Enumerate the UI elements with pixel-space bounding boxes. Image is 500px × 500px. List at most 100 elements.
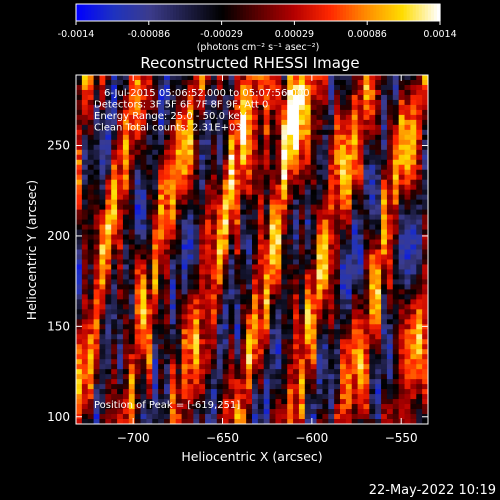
heatmap-cell (128, 249, 136, 255)
heatmap-cell (316, 214, 323, 221)
heatmap-cell (304, 94, 312, 101)
heatmap-cell (105, 144, 112, 151)
heatmap-cell (105, 254, 112, 260)
heatmap-cell (357, 339, 364, 345)
heatmap-cell (117, 119, 124, 126)
heatmap-cell (152, 204, 159, 211)
heatmap-cell (122, 249, 130, 255)
heatmap-cell (381, 244, 388, 250)
heatmap-cell (152, 134, 159, 141)
heatmap-cell (340, 209, 347, 216)
heatmap-cell (293, 339, 300, 345)
heatmap-cell (216, 124, 224, 131)
heatmap-cell (298, 254, 306, 260)
heatmap-cell (99, 334, 106, 340)
heatmap-cell (293, 139, 300, 146)
heatmap-cell (263, 174, 271, 181)
heatmap-cell (392, 104, 400, 111)
heatmap-cell (105, 324, 112, 330)
colorbar-segment (345, 4, 350, 21)
heatmap-cell (304, 119, 312, 126)
heatmap-cell (111, 234, 118, 241)
heatmap-cell (164, 134, 171, 141)
heatmap-cell (281, 119, 288, 126)
heatmap-cell (269, 114, 276, 121)
heatmap-cell (287, 254, 294, 260)
heatmap-cell (310, 219, 318, 226)
heatmap-cell (87, 284, 95, 290)
heatmap-cell (410, 79, 417, 86)
colorbar-tick-label: 0.00086 (348, 29, 387, 40)
heatmap-cell (105, 274, 112, 280)
colorbar-segment (336, 4, 341, 21)
heatmap-cell (381, 154, 388, 161)
heatmap-cell (293, 94, 300, 101)
heatmap-cell (340, 169, 347, 176)
heatmap-cell (210, 219, 218, 226)
heatmap-cell (216, 319, 224, 325)
heatmap-cell (99, 349, 106, 355)
heatmap-cell (216, 394, 224, 400)
heatmap-cell (146, 129, 153, 136)
heatmap-cell (334, 114, 341, 121)
colorbar-segment (215, 4, 220, 21)
heatmap-cell (340, 304, 347, 310)
heatmap-cell (334, 249, 341, 255)
heatmap-cell (375, 194, 382, 201)
heatmap-cell (240, 419, 247, 425)
heatmap-cell (169, 404, 177, 410)
heatmap-cell (152, 154, 159, 161)
heatmap-cell (357, 204, 364, 211)
heatmap-cell (310, 374, 318, 380)
heatmap-cell (228, 229, 235, 236)
heatmap-cell (263, 269, 271, 275)
heatmap-cell (398, 149, 406, 156)
heatmap-cell (351, 329, 359, 335)
heatmap-cell (340, 254, 347, 260)
heatmap-cell (369, 249, 376, 255)
heatmap-cell (381, 404, 388, 410)
heatmap-cell (234, 224, 241, 231)
heatmap-cell (134, 109, 142, 116)
heatmap-cell (410, 229, 417, 236)
heatmap-cell (134, 399, 142, 405)
heatmap-cell (134, 229, 142, 236)
heatmap-cell (310, 139, 318, 146)
heatmap-cell (357, 174, 364, 181)
heatmap-cell (298, 114, 306, 121)
heatmap-cell (328, 414, 335, 420)
heatmap-cell (99, 304, 106, 310)
heatmap-cell (275, 224, 282, 231)
heatmap-cell (275, 259, 282, 265)
heatmap-cell (158, 349, 165, 355)
heatmap-cell (122, 394, 130, 400)
heatmap-cell (252, 314, 259, 320)
heatmap-cell (386, 254, 394, 260)
heatmap-cell (175, 284, 183, 290)
heatmap-cell (252, 399, 259, 405)
heatmap-cell (293, 239, 300, 246)
heatmap-cell (99, 75, 106, 81)
heatmap-cell (222, 209, 230, 216)
heatmap-cell (363, 159, 370, 166)
heatmap-cell (404, 104, 411, 111)
heatmap-cell (281, 209, 288, 216)
heatmap-cell (134, 299, 142, 305)
heatmap-cell (222, 324, 230, 330)
heatmap-cell (240, 149, 247, 156)
heatmap-cell (381, 309, 388, 315)
heatmap-cell (193, 294, 200, 300)
colorbar-segment (276, 4, 280, 21)
heatmap-cell (199, 229, 206, 236)
heatmap-cell (287, 124, 294, 131)
heatmap-cell (386, 234, 394, 241)
heatmap-cell (293, 409, 300, 415)
heatmap-cell (158, 84, 165, 91)
heatmap-cell (81, 224, 89, 231)
heatmap-cell (398, 349, 406, 355)
heatmap-cell (99, 179, 106, 186)
heatmap-cell (298, 329, 306, 335)
heatmap-cell (386, 259, 394, 265)
heatmap-cell (181, 404, 188, 410)
heatmap-cell (128, 279, 136, 285)
